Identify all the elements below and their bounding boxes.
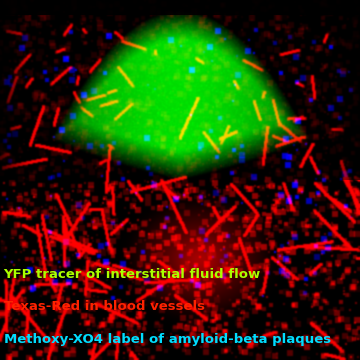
Text: YFP tracer of interstitial fluid flow: YFP tracer of interstitial fluid flow [4, 268, 261, 281]
Text: Texas-Red in blood vessels: Texas-Red in blood vessels [4, 300, 204, 313]
Text: Methoxy-XO4 label of amyloid-beta plaques: Methoxy-XO4 label of amyloid-beta plaque… [4, 333, 331, 346]
